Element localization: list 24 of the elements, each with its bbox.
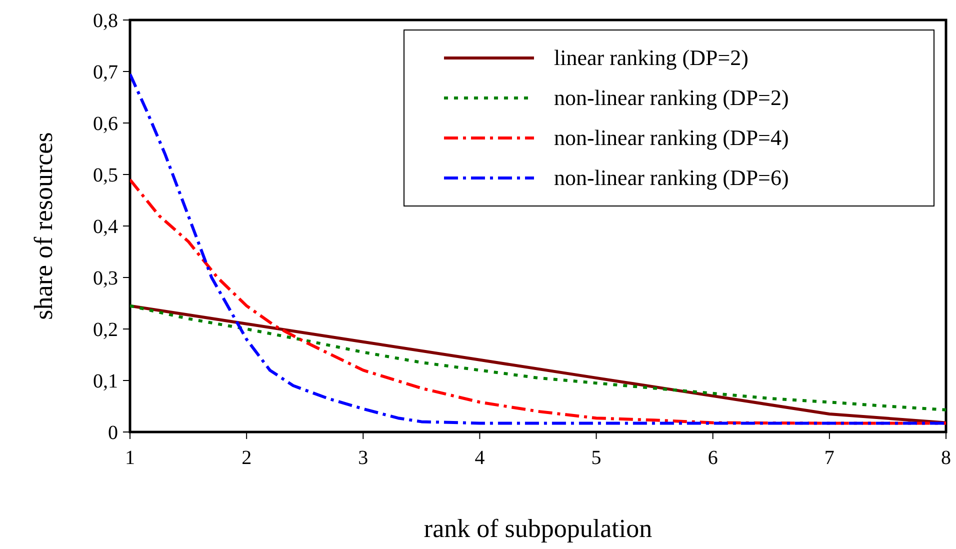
x-tick-label: 4: [474, 447, 485, 469]
x-tick-label: 5: [591, 447, 602, 469]
y-axis-title: share of resources: [29, 132, 58, 320]
y-tick-label: 0: [108, 422, 118, 444]
x-tick-label: 2: [242, 447, 252, 469]
y-tick-label: 0,1: [93, 370, 118, 392]
legend-label: non-linear ranking (DP=2): [554, 85, 789, 110]
y-tick-label: 0,3: [93, 268, 118, 290]
x-tick-label: 6: [708, 447, 718, 469]
x-tick-label: 8: [941, 447, 951, 469]
y-tick-label: 0,2: [93, 319, 118, 341]
x-tick-label: 7: [824, 447, 834, 469]
legend-label: non-linear ranking (DP=6): [554, 165, 789, 190]
legend-label: linear ranking (DP=2): [554, 45, 748, 70]
legend-label: non-linear ranking (DP=4): [554, 125, 789, 150]
y-tick-label: 0,6: [93, 113, 118, 135]
line-series: [130, 72, 946, 425]
y-tick-label: 0,8: [93, 10, 118, 32]
x-tick-label: 1: [125, 447, 135, 469]
y-tick-label: 0,4: [93, 216, 118, 238]
x-tick-label: 3: [358, 447, 368, 469]
y-tick-label: 0,5: [93, 164, 118, 186]
y-tick-label: 0,7: [93, 62, 118, 84]
x-axis-title: rank of subpopulation: [424, 514, 652, 543]
